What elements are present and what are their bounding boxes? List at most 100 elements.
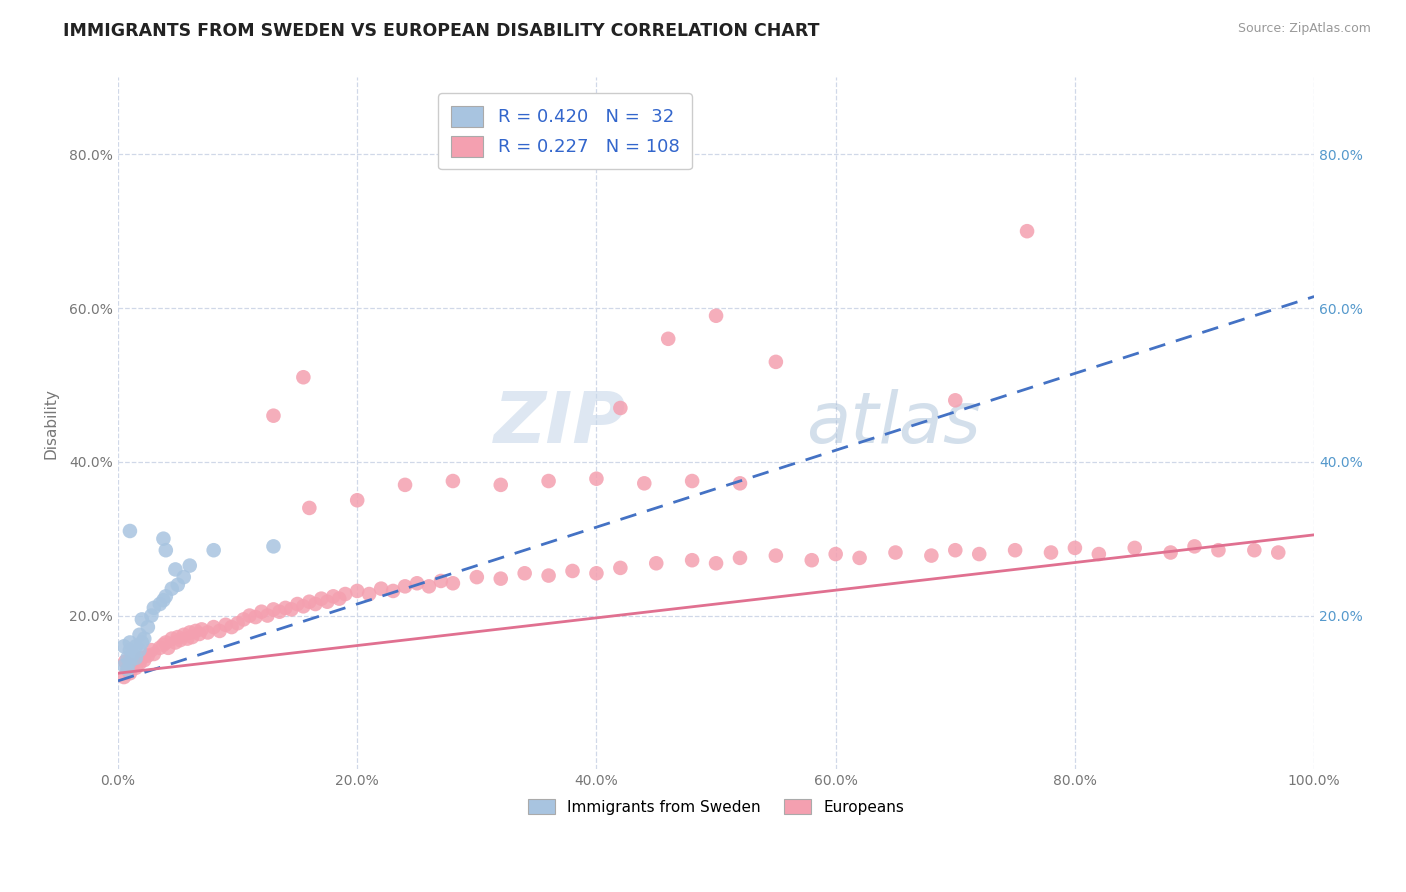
Point	[292, 599, 315, 614]
Point	[1064, 541, 1087, 555]
Point	[609, 401, 631, 415]
Point	[157, 640, 180, 655]
Point	[316, 595, 339, 609]
Point	[561, 564, 583, 578]
Point	[394, 478, 416, 492]
Point	[152, 638, 174, 652]
Point	[160, 582, 183, 596]
Point	[155, 590, 177, 604]
Point	[1040, 545, 1063, 559]
Point	[221, 620, 243, 634]
Point	[250, 605, 273, 619]
Legend: Immigrants from Sweden, Europeans: Immigrants from Sweden, Europeans	[519, 789, 914, 824]
Point	[681, 474, 703, 488]
Point	[118, 666, 141, 681]
Point	[197, 625, 219, 640]
Point	[298, 500, 321, 515]
Point	[117, 662, 139, 676]
Point	[121, 648, 143, 663]
Point	[382, 584, 405, 599]
Point	[1123, 541, 1146, 555]
Point	[112, 640, 135, 654]
Point	[128, 628, 150, 642]
Point	[292, 370, 315, 384]
Point	[152, 593, 174, 607]
Point	[155, 635, 177, 649]
Point	[165, 562, 187, 576]
Point	[142, 600, 165, 615]
Point	[160, 632, 183, 646]
Point	[943, 393, 966, 408]
Point	[657, 332, 679, 346]
Point	[208, 624, 231, 638]
Point	[152, 532, 174, 546]
Point	[202, 620, 225, 634]
Point	[370, 582, 392, 596]
Point	[155, 543, 177, 558]
Point	[489, 478, 512, 492]
Point	[645, 556, 668, 570]
Point	[125, 650, 148, 665]
Point	[280, 602, 302, 616]
Point	[134, 653, 156, 667]
Point	[131, 635, 153, 649]
Point	[173, 628, 195, 642]
Point	[920, 549, 942, 563]
Point	[136, 648, 159, 663]
Point	[117, 662, 139, 676]
Point	[117, 650, 139, 665]
Point	[681, 553, 703, 567]
Point	[125, 640, 148, 654]
Point	[328, 591, 350, 606]
Point	[537, 474, 560, 488]
Point	[298, 595, 321, 609]
Text: Source: ZipAtlas.com: Source: ZipAtlas.com	[1237, 22, 1371, 36]
Point	[128, 657, 150, 671]
Point	[176, 632, 198, 646]
Point	[202, 543, 225, 558]
Point	[118, 524, 141, 538]
Point	[166, 578, 188, 592]
Point	[465, 570, 488, 584]
Point	[848, 550, 870, 565]
Point	[232, 612, 254, 626]
Point	[179, 625, 201, 640]
Point	[141, 608, 163, 623]
Point	[179, 558, 201, 573]
Point	[134, 632, 156, 646]
Point	[304, 597, 326, 611]
Point	[128, 643, 150, 657]
Point	[728, 550, 751, 565]
Point	[418, 579, 440, 593]
Point	[1004, 543, 1026, 558]
Point	[114, 655, 136, 669]
Point	[131, 650, 153, 665]
Point	[609, 561, 631, 575]
Point	[121, 647, 143, 661]
Point	[537, 568, 560, 582]
Point	[335, 587, 357, 601]
Point	[943, 543, 966, 558]
Point	[441, 576, 464, 591]
Point	[263, 602, 285, 616]
Point	[1267, 545, 1289, 559]
Point	[263, 409, 285, 423]
Y-axis label: Disability: Disability	[44, 388, 58, 458]
Point	[149, 640, 172, 655]
Point	[633, 476, 655, 491]
Point	[765, 549, 787, 563]
Point	[238, 608, 260, 623]
Text: atlas: atlas	[806, 389, 980, 458]
Point	[173, 570, 195, 584]
Point	[1243, 543, 1265, 558]
Point	[112, 670, 135, 684]
Point	[311, 591, 333, 606]
Text: ZIP: ZIP	[494, 389, 626, 458]
Point	[269, 605, 291, 619]
Point	[346, 584, 368, 599]
Point	[1160, 545, 1182, 559]
Point	[226, 616, 249, 631]
Point	[181, 630, 204, 644]
Point	[136, 620, 159, 634]
Point	[125, 661, 148, 675]
